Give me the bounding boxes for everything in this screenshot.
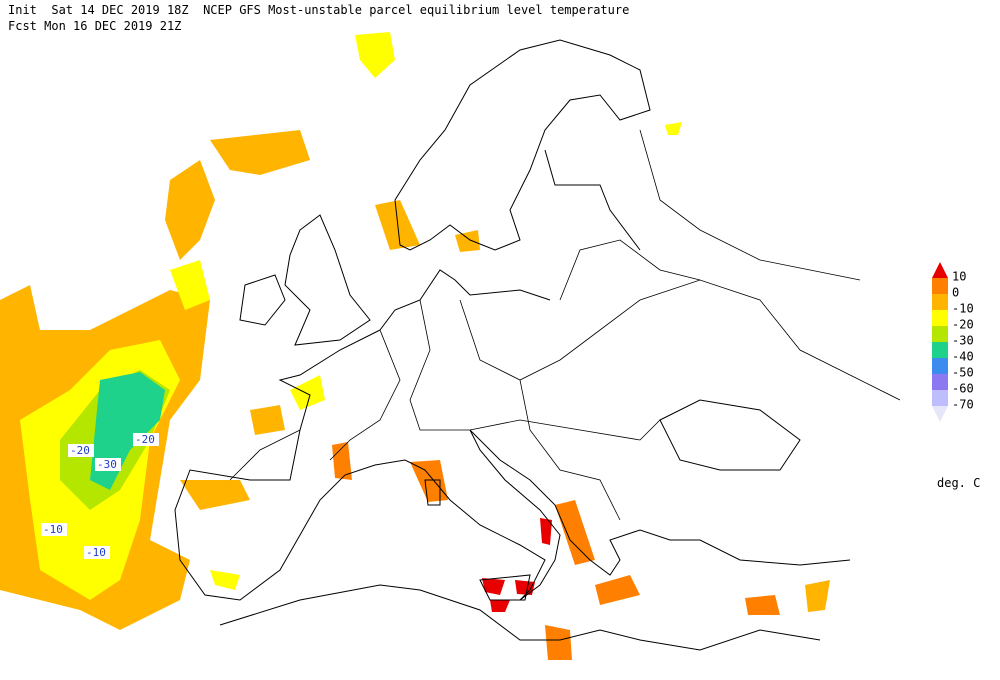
- field-area: [355, 32, 395, 78]
- field-area: [805, 580, 830, 612]
- colorbar-swatch: [932, 342, 948, 358]
- field-area: [170, 260, 210, 310]
- colorbar-label: 10: [952, 270, 966, 284]
- colorbar-label: -60: [952, 382, 974, 396]
- field-area: [180, 480, 250, 510]
- contour-label: -10: [86, 546, 106, 559]
- contour-label: -20: [70, 444, 90, 457]
- field-area: [545, 625, 572, 660]
- contour-label: -30: [97, 458, 117, 471]
- field-area: [595, 575, 640, 605]
- coastlines: [174, 39, 851, 651]
- colorbar-label: -70: [952, 398, 974, 412]
- field-area: [482, 578, 505, 595]
- borders: [229, 129, 901, 521]
- colorbar-swatch: [932, 358, 948, 374]
- contour-label-box: [95, 458, 121, 471]
- contour-label-box: [133, 433, 159, 446]
- header-line2: Fcst Mon 16 DEC 2019 21Z: [8, 19, 181, 33]
- header-line1: Init Sat 14 DEC 2019 18Z NCEP GFS Most-u…: [8, 3, 629, 17]
- field: [0, 32, 830, 660]
- field-area: [250, 405, 285, 435]
- contour-label: -10: [43, 523, 63, 536]
- field-area: [490, 600, 510, 612]
- contour-labels: -20 -30 -20 -10 -10: [41, 433, 159, 559]
- contour-label-box: [68, 444, 94, 457]
- colorbar-label: -40: [952, 350, 974, 364]
- colorbar-label: 0: [952, 286, 959, 300]
- contour-label-box: [41, 523, 67, 536]
- field-area: [290, 375, 325, 410]
- field-area: [332, 442, 352, 480]
- colorbar-swatch: [932, 294, 948, 310]
- colorbar-swatch: [932, 374, 948, 390]
- field-area: [745, 595, 780, 615]
- colorbar-swatch: [932, 310, 948, 326]
- colorbar-swatch: [932, 390, 948, 406]
- field-area: [555, 500, 595, 565]
- contour-label-box: [84, 546, 110, 559]
- contour-label: -20: [135, 433, 155, 446]
- field-area: [665, 122, 682, 135]
- colorbar-label: -50: [952, 366, 974, 380]
- colorbar-label: -10: [952, 302, 974, 316]
- colorbar-label: -20: [952, 318, 974, 332]
- colorbar: 10 0 -10 -20 -30 -40 -50 -60 -70: [932, 262, 974, 422]
- colorbar-swatch: [932, 326, 948, 342]
- field-area: [165, 160, 215, 260]
- colorbar-triangle: [932, 406, 948, 422]
- colorbar-triangle: [932, 262, 948, 278]
- field-area: [410, 460, 448, 502]
- field-area: [455, 230, 480, 252]
- colorbar-label: -30: [952, 334, 974, 348]
- colorbar-swatch: [932, 278, 948, 294]
- field-area: [210, 570, 240, 590]
- field-area: [540, 518, 552, 545]
- field-area: [515, 580, 535, 595]
- field-area: [210, 130, 310, 175]
- colorbar-unit: deg. C: [937, 476, 980, 490]
